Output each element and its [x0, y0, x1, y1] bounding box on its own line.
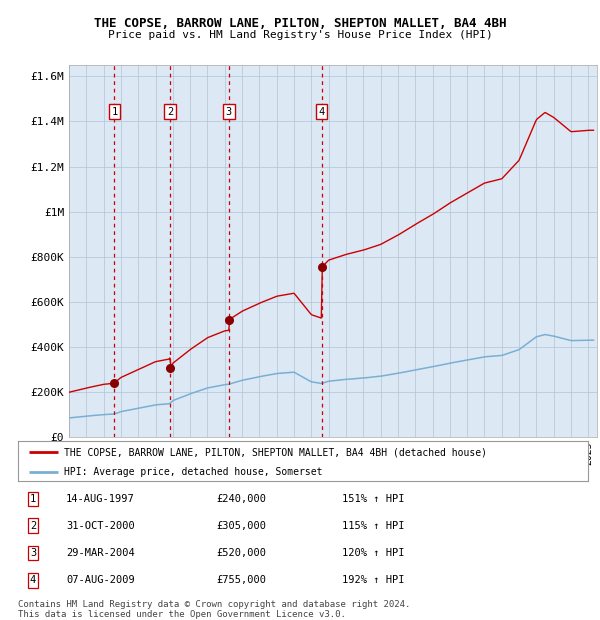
Text: HPI: Average price, detached house, Somerset: HPI: Average price, detached house, Some…	[64, 467, 322, 477]
Text: £520,000: £520,000	[216, 548, 266, 558]
Text: 14-AUG-1997: 14-AUG-1997	[66, 494, 135, 504]
Text: 115% ↑ HPI: 115% ↑ HPI	[342, 521, 404, 531]
Text: 3: 3	[226, 107, 232, 117]
Text: £240,000: £240,000	[216, 494, 266, 504]
Text: 192% ↑ HPI: 192% ↑ HPI	[342, 575, 404, 585]
Text: 3: 3	[30, 548, 36, 558]
Text: Contains HM Land Registry data © Crown copyright and database right 2024.
This d: Contains HM Land Registry data © Crown c…	[18, 600, 410, 619]
Text: 151% ↑ HPI: 151% ↑ HPI	[342, 494, 404, 504]
Text: 31-OCT-2000: 31-OCT-2000	[66, 521, 135, 531]
Text: 29-MAR-2004: 29-MAR-2004	[66, 548, 135, 558]
Text: 2: 2	[30, 521, 36, 531]
Text: 1: 1	[111, 107, 118, 117]
Text: £755,000: £755,000	[216, 575, 266, 585]
Text: THE COPSE, BARROW LANE, PILTON, SHEPTON MALLET, BA4 4BH: THE COPSE, BARROW LANE, PILTON, SHEPTON …	[94, 17, 506, 30]
Text: 120% ↑ HPI: 120% ↑ HPI	[342, 548, 404, 558]
Text: 1: 1	[30, 494, 36, 504]
Text: Price paid vs. HM Land Registry's House Price Index (HPI): Price paid vs. HM Land Registry's House …	[107, 30, 493, 40]
Text: 07-AUG-2009: 07-AUG-2009	[66, 575, 135, 585]
Text: 4: 4	[319, 107, 325, 117]
Text: THE COPSE, BARROW LANE, PILTON, SHEPTON MALLET, BA4 4BH (detached house): THE COPSE, BARROW LANE, PILTON, SHEPTON …	[64, 448, 487, 458]
Text: 4: 4	[30, 575, 36, 585]
Text: £305,000: £305,000	[216, 521, 266, 531]
Text: 2: 2	[167, 107, 173, 117]
